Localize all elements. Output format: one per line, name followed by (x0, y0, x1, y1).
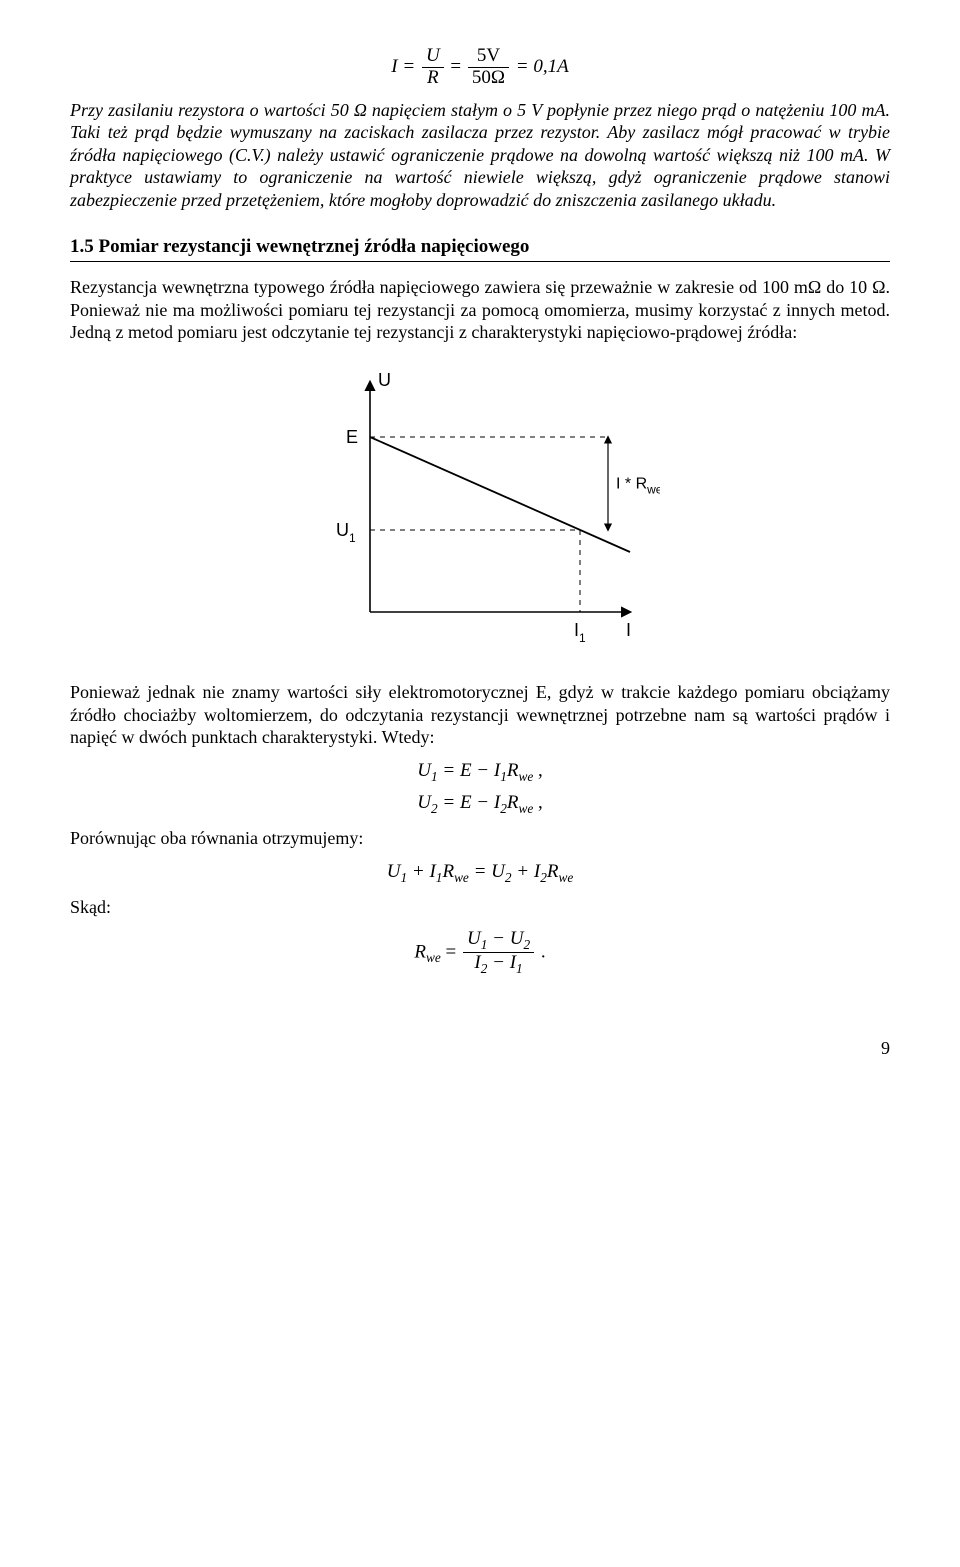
eq-u1-R: R (507, 760, 519, 781)
eq-frac1: U R (422, 46, 444, 89)
eqsum-t3: R (442, 861, 454, 882)
eqf-eq: = (441, 941, 461, 962)
eqsum-s6: we (558, 870, 573, 885)
svg-text:I: I (626, 620, 631, 640)
eqf-num: U1 − U2 (463, 929, 534, 953)
ui-characteristic-chart: U E U1 I I1 I * Rwe (70, 362, 890, 668)
eqf-num-U: U (467, 928, 481, 949)
paragraph-explain: Ponieważ jednak nie znamy wartości siły … (70, 681, 890, 749)
eq-lhs: I = (391, 56, 415, 77)
section-rule (70, 261, 890, 262)
page-number: 9 (70, 1037, 890, 1060)
svg-text:U1: U1 (336, 520, 356, 545)
eqsum-t6: R (547, 861, 559, 882)
paragraph-compare: Porównując oba równania otrzymujemy: (70, 827, 890, 850)
eqf-frac: U 1 − U2 I2 − I1 (463, 929, 534, 977)
eqsum-t1: U (387, 861, 401, 882)
eq-u2-sub2: 2 (500, 801, 507, 816)
svg-text:E: E (346, 427, 358, 447)
eqsum-s4: 2 (505, 870, 512, 885)
eq-u1-sub1: 1 (431, 768, 438, 783)
equation-u1: U1 = E − I1Rwe , (70, 759, 890, 785)
eq-u2-sub1: 2 (431, 801, 438, 816)
eq-frac1-den: R (422, 68, 444, 89)
eq-rhs: = 0,1A (516, 56, 569, 77)
eq-frac2-num: 5V (468, 46, 509, 68)
eq-u2-R: R (507, 792, 519, 813)
svg-text:U: U (378, 370, 391, 390)
eqf-den-s2: 1 (516, 961, 523, 976)
paragraph-hence: Skąd: (70, 896, 890, 919)
eq-u1-sub2: 1 (500, 768, 507, 783)
eq-frac1-num: U (422, 46, 444, 68)
paragraph-intro: Przy zasilaniu rezystora o wartości 50 Ω… (70, 99, 890, 212)
eq-u1-U: U (417, 760, 431, 781)
eqf-tail: . (541, 941, 546, 962)
paragraph-method: Rezystancja wewnętrzna typowego źródła n… (70, 276, 890, 344)
svg-text:I1: I1 (574, 620, 586, 645)
svg-text:I * Rwe: I * Rwe (616, 475, 660, 496)
eq-u1-mid: = E − I (438, 760, 501, 781)
eqf-num-s2: 2 (523, 937, 530, 952)
eqf-R: R (414, 941, 426, 962)
equation-sum: U1 + I1Rwe = U2 + I2Rwe (70, 860, 890, 886)
eq-u2-we: we (518, 801, 533, 816)
eqf-we: we (426, 950, 441, 965)
eqsum-s5: 2 (540, 870, 547, 885)
eq-frac2-den: 50Ω (468, 68, 509, 89)
eqf-den: I2 − I1 (463, 953, 534, 976)
eq-u1-we: we (518, 768, 533, 783)
equation-u2: U2 = E − I2Rwe , (70, 791, 890, 817)
eq-u2-U: U (417, 792, 431, 813)
eqsum-t4: = U (469, 861, 505, 882)
eq-frac2: 5V 50Ω (468, 46, 509, 89)
section-heading: 1.5 Pomiar rezystancji wewnętrznej źródł… (70, 235, 890, 259)
eqf-num-minus: − U (487, 928, 523, 949)
eq-u1-end: , (533, 760, 543, 781)
eqf-den-minus: − I (487, 952, 516, 973)
eq-u2-end: , (533, 792, 543, 813)
eq-u2-mid: = E − I (438, 792, 501, 813)
eqsum-t5: + I (512, 861, 541, 882)
eq-eq1: = (450, 56, 461, 77)
equation-current: I = U R = 5V 50Ω = 0,1A (70, 46, 890, 89)
eqsum-s3: we (454, 870, 469, 885)
eqsum-t2: + I (407, 861, 436, 882)
equation-rwe: Rwe = U 1 − U2 I2 − I1 . (70, 929, 890, 977)
